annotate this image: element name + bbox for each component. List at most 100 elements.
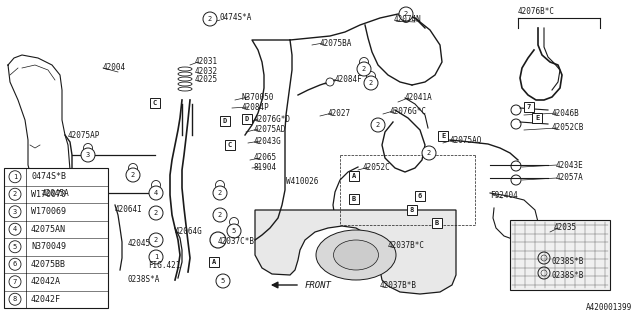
Text: 2: 2 (208, 16, 212, 22)
FancyBboxPatch shape (349, 194, 359, 204)
Text: A420001399: A420001399 (586, 303, 632, 313)
Text: 8: 8 (13, 296, 17, 302)
Text: E: E (441, 133, 445, 139)
Ellipse shape (178, 82, 192, 86)
Text: 5: 5 (13, 244, 17, 250)
Circle shape (149, 186, 163, 200)
Text: 6: 6 (13, 261, 17, 267)
FancyBboxPatch shape (415, 191, 425, 201)
Text: 42076B*C: 42076B*C (518, 7, 555, 17)
Text: 5: 5 (232, 228, 236, 234)
Text: 42064G: 42064G (175, 228, 203, 236)
Circle shape (371, 118, 385, 132)
Text: 0474S*A: 0474S*A (220, 13, 252, 22)
Text: 42042F: 42042F (31, 295, 61, 304)
Ellipse shape (178, 67, 192, 71)
Text: 8: 8 (410, 207, 414, 213)
Text: A: A (352, 173, 356, 179)
Text: 2: 2 (218, 190, 222, 196)
Circle shape (126, 168, 140, 182)
Text: 6: 6 (418, 193, 422, 199)
Text: 7: 7 (13, 279, 17, 285)
Circle shape (9, 223, 21, 235)
Text: 42031: 42031 (195, 58, 218, 67)
Text: 42084P: 42084P (242, 102, 269, 111)
Circle shape (213, 208, 227, 222)
Text: 42075BB: 42075BB (31, 260, 66, 269)
Ellipse shape (178, 72, 192, 76)
Text: 2: 2 (376, 122, 380, 128)
Text: 42037C*B: 42037C*B (218, 237, 255, 246)
Text: 42075AN: 42075AN (31, 225, 66, 234)
Circle shape (9, 171, 21, 183)
Circle shape (216, 274, 230, 288)
Text: D: D (245, 116, 249, 122)
Text: 42065: 42065 (254, 154, 277, 163)
Text: 1: 1 (13, 174, 17, 180)
Circle shape (149, 233, 163, 247)
Text: 42045: 42045 (128, 239, 151, 249)
Text: W410026: W410026 (286, 178, 318, 187)
Circle shape (9, 206, 21, 218)
FancyBboxPatch shape (220, 116, 230, 126)
Text: 3: 3 (86, 152, 90, 158)
Circle shape (81, 148, 95, 162)
Text: 42064I: 42064I (115, 205, 143, 214)
FancyBboxPatch shape (532, 113, 542, 123)
FancyBboxPatch shape (209, 257, 219, 267)
Text: W170069: W170069 (31, 207, 66, 216)
Text: 42041A: 42041A (405, 93, 433, 102)
Text: 0238S*B: 0238S*B (552, 271, 584, 281)
FancyBboxPatch shape (242, 114, 252, 124)
Text: 42057A: 42057A (556, 173, 584, 182)
Circle shape (357, 62, 371, 76)
Text: 42076G*C: 42076G*C (390, 107, 427, 116)
Text: B: B (352, 196, 356, 202)
Bar (4, 168, 108, 308)
Text: 2: 2 (13, 191, 17, 197)
Text: 42032: 42032 (195, 67, 218, 76)
Text: C: C (228, 142, 232, 148)
Text: FIG.421: FIG.421 (148, 260, 180, 269)
Text: 42027: 42027 (328, 108, 351, 117)
Text: 42025: 42025 (195, 76, 218, 84)
Text: 4: 4 (13, 226, 17, 232)
Circle shape (326, 78, 334, 86)
Text: N370049: N370049 (31, 242, 66, 251)
Text: FRONT: FRONT (305, 281, 332, 290)
Text: 2: 2 (404, 11, 408, 17)
FancyBboxPatch shape (407, 205, 417, 215)
Text: N370050: N370050 (242, 92, 275, 101)
Text: 42045A: 42045A (42, 188, 70, 197)
Text: 42035: 42035 (554, 223, 577, 233)
Text: 42046B: 42046B (552, 108, 580, 117)
FancyBboxPatch shape (524, 102, 534, 112)
Text: 4: 4 (154, 190, 158, 196)
Ellipse shape (178, 77, 192, 81)
Text: 0238S*B: 0238S*B (552, 258, 584, 267)
Text: 2: 2 (362, 66, 366, 72)
Text: 1: 1 (154, 254, 158, 260)
Ellipse shape (333, 240, 378, 270)
Text: A: A (212, 259, 216, 265)
Text: 42042A: 42042A (31, 277, 61, 286)
Circle shape (9, 276, 21, 288)
Circle shape (227, 224, 241, 238)
Text: 0474S*B: 0474S*B (31, 172, 66, 181)
Circle shape (149, 250, 163, 264)
Text: 42043E: 42043E (556, 161, 584, 170)
Ellipse shape (316, 230, 396, 280)
Text: 7: 7 (527, 104, 531, 110)
FancyBboxPatch shape (225, 140, 235, 150)
FancyBboxPatch shape (349, 171, 359, 181)
Text: 42052C: 42052C (363, 163, 391, 172)
Text: 0238S*A: 0238S*A (128, 275, 161, 284)
Text: 42075AP: 42075AP (68, 131, 100, 140)
Bar (510, 220, 610, 290)
Text: 42076G*D: 42076G*D (254, 115, 291, 124)
Text: D: D (223, 118, 227, 124)
Circle shape (203, 12, 217, 26)
Text: 2: 2 (369, 80, 373, 86)
Text: 42043G: 42043G (254, 137, 282, 146)
Circle shape (9, 188, 21, 200)
